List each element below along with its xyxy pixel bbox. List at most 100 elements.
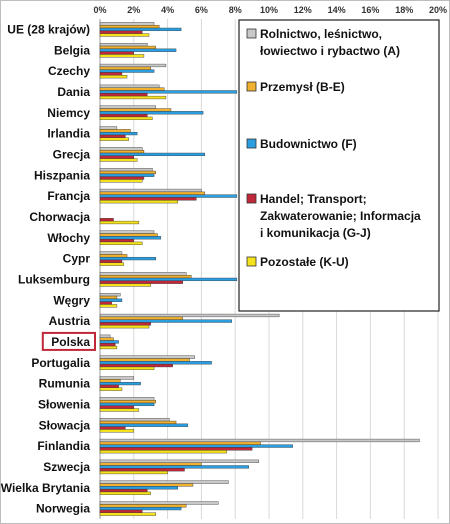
bar: [99, 170, 156, 175]
x-tick-label: 8%: [229, 5, 242, 15]
bars: [99, 22, 420, 516]
bar: [99, 256, 156, 261]
bar: [99, 337, 114, 341]
x-tick-label: 6%: [195, 5, 208, 15]
bar: [99, 509, 143, 513]
bar: [99, 179, 143, 183]
bar: [99, 363, 173, 368]
bar: [99, 283, 151, 287]
x-tick-label: 18%: [395, 5, 413, 15]
bar: [99, 465, 249, 469]
bar: [99, 131, 138, 136]
bar: [99, 298, 123, 302]
bar: [99, 191, 205, 195]
bar: [99, 420, 177, 425]
bar: [99, 150, 145, 154]
category-label: Szwecja: [43, 460, 90, 474]
bar: [99, 238, 134, 243]
bar: [99, 84, 160, 88]
bar: [99, 426, 126, 430]
bar: [99, 322, 151, 326]
bar: [99, 491, 151, 495]
bar: [99, 379, 121, 383]
bar: [99, 259, 123, 263]
bar: [99, 147, 143, 151]
bar: [99, 506, 182, 511]
bar: [99, 316, 184, 320]
bar: [99, 236, 162, 240]
bar: [99, 280, 184, 284]
category-label: Słowenia: [38, 397, 90, 411]
bar: [99, 441, 261, 445]
bar: [99, 111, 204, 115]
bar: [99, 262, 124, 266]
legend-swatch: [246, 138, 257, 149]
category-label: Belgia: [54, 43, 90, 57]
bar: [99, 113, 148, 118]
bar: [99, 200, 178, 204]
bar: [99, 188, 202, 193]
bar: [99, 87, 165, 91]
bar: [99, 400, 156, 404]
category-label: Grecja: [53, 147, 91, 161]
x-tick-label: 12%: [294, 5, 312, 15]
legend-swatch: [246, 81, 257, 92]
bar: [99, 313, 280, 318]
bar: [99, 319, 233, 323]
category-label: UE (28 krajów): [7, 22, 90, 36]
legend-box: [238, 19, 440, 312]
legend-swatch: [246, 193, 257, 204]
bar: [99, 301, 113, 305]
bar: [99, 275, 192, 279]
x-tick-label: 14%: [328, 5, 346, 15]
bar: [99, 25, 160, 29]
bar: [99, 22, 155, 26]
bar: [99, 408, 140, 412]
bar: [99, 512, 156, 516]
category-label: Włochy: [47, 231, 90, 245]
bar: [99, 137, 129, 141]
bar: [99, 480, 229, 484]
bar: [99, 384, 119, 388]
bar: [99, 93, 148, 97]
bar: [99, 468, 185, 472]
x-tick-label: 20%: [429, 5, 447, 15]
legend-entry: Handel; Transport; Zakwaterowanie; Inform…: [260, 192, 421, 240]
bar: [99, 251, 123, 255]
bar: [99, 48, 177, 52]
bar: [99, 295, 118, 300]
bar: [99, 241, 143, 245]
category-label: Austria: [49, 314, 91, 328]
bar: [99, 90, 238, 94]
category-label: Norwegia: [36, 502, 90, 516]
bar: [99, 345, 118, 350]
bar: [99, 504, 187, 508]
bar: [99, 230, 155, 234]
category-label: Czechy: [48, 64, 90, 78]
bar: [99, 397, 155, 401]
bar: [99, 450, 227, 454]
bar: [99, 438, 420, 443]
bar: [99, 423, 189, 427]
bar: [99, 304, 118, 308]
bar: [99, 325, 150, 329]
bar: [99, 197, 197, 201]
bar: [99, 45, 156, 50]
bar: [99, 358, 190, 362]
category-label: Finlandia: [37, 439, 90, 453]
category-label: Hiszpania: [34, 168, 90, 182]
bar: [99, 72, 123, 76]
bar: [99, 75, 128, 79]
bar: [99, 152, 205, 157]
legend-entry: Rolnictwo, leśnictwo, łowiectwo i rybactw…: [260, 27, 400, 58]
bar: [99, 69, 155, 73]
bar: [99, 33, 150, 37]
bar: [99, 366, 155, 370]
legend: Rolnictwo, leśnictwo, łowiectwo i rybactw…: [238, 19, 440, 312]
category-label: Węgry: [53, 293, 90, 307]
category-label: Francja: [47, 189, 90, 203]
bar: [99, 168, 153, 172]
bar: [99, 501, 219, 505]
bar: [99, 340, 119, 344]
